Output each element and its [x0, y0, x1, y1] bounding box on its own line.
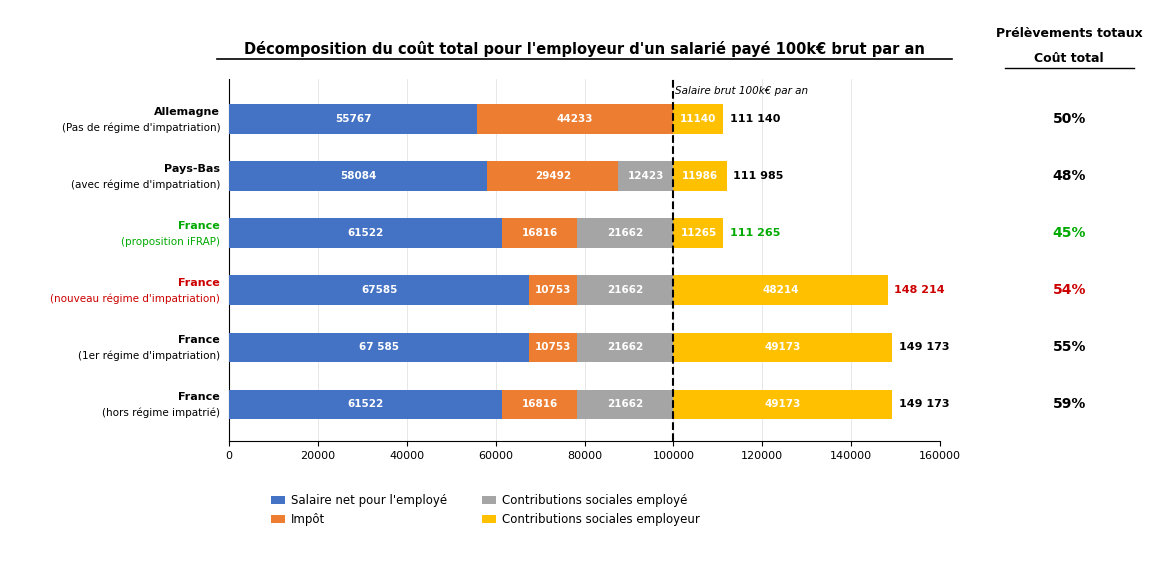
Text: Prélèvements totaux: Prélèvements totaux [996, 27, 1142, 40]
Text: 67 585: 67 585 [360, 342, 400, 353]
Text: 45%: 45% [1053, 226, 1086, 240]
Text: 21662: 21662 [607, 228, 644, 238]
Bar [229, 332, 530, 362]
Bar [618, 161, 673, 191]
Text: France: France [179, 278, 220, 288]
Bar [577, 332, 673, 362]
Bar [229, 218, 503, 248]
Text: 61522: 61522 [348, 400, 384, 409]
Text: Décomposition du coût total pour l'employeur d'un salarié payé 100k€ brut par an: Décomposition du coût total pour l'emplo… [244, 41, 925, 57]
Bar [503, 218, 577, 248]
Text: 149 173: 149 173 [899, 400, 949, 409]
Text: 11265: 11265 [680, 228, 717, 238]
Text: 111 140: 111 140 [730, 114, 780, 124]
Text: (hors régime impatrié): (hors régime impatrié) [102, 408, 220, 418]
Bar [503, 389, 577, 419]
Text: 54%: 54% [1053, 284, 1086, 297]
Text: 11140: 11140 [680, 114, 717, 124]
Bar [673, 104, 723, 134]
Text: France: France [179, 392, 220, 402]
Text: 10753: 10753 [535, 285, 571, 295]
Text: 44233: 44233 [557, 114, 593, 124]
Bar [229, 104, 477, 134]
Text: (Pas de régime d'impatriation): (Pas de régime d'impatriation) [61, 122, 220, 133]
Bar [229, 161, 488, 191]
Legend: Salaire net pour l'employé, Impôt, Contributions sociales employé, Contributions: Salaire net pour l'employé, Impôt, Contr… [270, 495, 700, 526]
Text: 58084: 58084 [340, 171, 376, 181]
Text: 11986: 11986 [682, 171, 718, 181]
Bar [673, 332, 892, 362]
Text: 10753: 10753 [535, 342, 571, 353]
Text: (nouveau régime d'impatriation): (nouveau régime d'impatriation) [51, 294, 220, 304]
Text: Pays-Bas: Pays-Bas [165, 164, 220, 174]
Text: 48%: 48% [1053, 169, 1086, 183]
Text: 12423: 12423 [627, 171, 664, 181]
Text: 111 985: 111 985 [733, 171, 784, 181]
Bar [673, 218, 724, 248]
Text: 21662: 21662 [607, 400, 644, 409]
Bar [530, 276, 577, 305]
Bar [477, 104, 673, 134]
Bar [673, 161, 726, 191]
Text: Salaire brut 100k€ par an: Salaire brut 100k€ par an [676, 86, 808, 96]
Text: 111 265: 111 265 [730, 228, 780, 238]
Text: 49173: 49173 [765, 342, 801, 353]
Text: France: France [179, 221, 220, 231]
Text: 61522: 61522 [348, 228, 384, 238]
Text: 59%: 59% [1053, 397, 1086, 411]
Text: 29492: 29492 [535, 171, 571, 181]
Text: 148 214: 148 214 [894, 285, 945, 295]
Text: (proposition iFRAP): (proposition iFRAP) [121, 237, 220, 247]
Text: Allemagne: Allemagne [154, 107, 220, 117]
Text: 21662: 21662 [607, 342, 644, 353]
Bar [577, 218, 673, 248]
Text: 67585: 67585 [361, 285, 397, 295]
Bar [488, 161, 618, 191]
Bar [673, 389, 892, 419]
Text: France: France [179, 335, 220, 345]
Text: 49173: 49173 [765, 400, 801, 409]
Text: Coût total: Coût total [1034, 52, 1104, 65]
Bar [229, 276, 530, 305]
Text: 21662: 21662 [607, 285, 644, 295]
Text: 48214: 48214 [763, 285, 799, 295]
Bar [577, 276, 673, 305]
Text: 16816: 16816 [522, 400, 558, 409]
Text: (1er régime d'impatriation): (1er régime d'impatriation) [78, 351, 220, 361]
Text: 50%: 50% [1053, 112, 1086, 126]
Bar [229, 389, 503, 419]
Text: 55767: 55767 [335, 114, 371, 124]
Text: 149 173: 149 173 [899, 342, 949, 353]
Bar [577, 389, 673, 419]
Bar [530, 332, 577, 362]
Text: 55%: 55% [1053, 340, 1086, 354]
Bar [673, 276, 887, 305]
Text: (avec régime d'impatriation): (avec régime d'impatriation) [70, 179, 220, 190]
Text: 16816: 16816 [522, 228, 558, 238]
